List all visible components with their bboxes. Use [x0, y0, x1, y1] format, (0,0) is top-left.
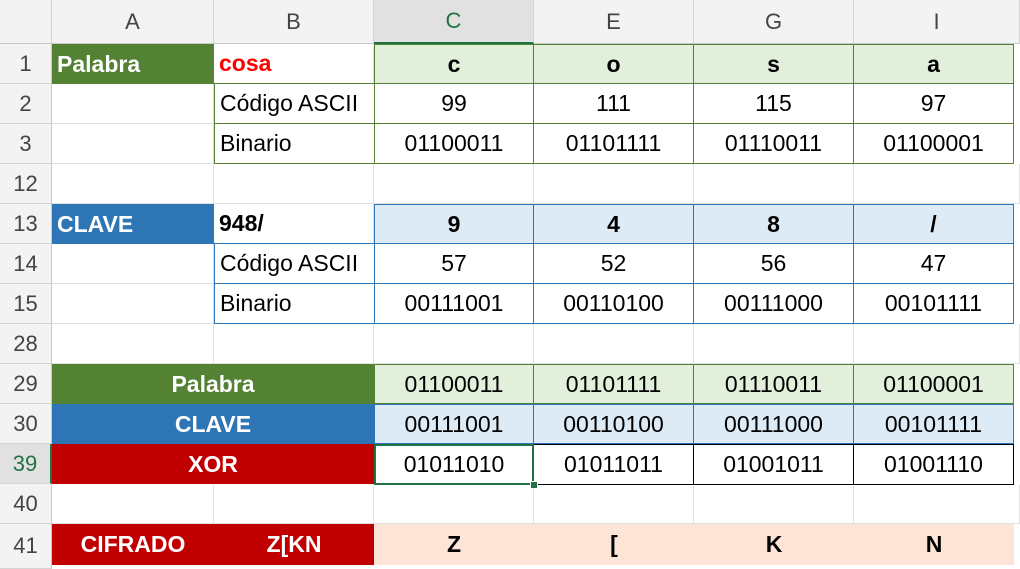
clave-letter-cell[interactable]: 8: [693, 204, 854, 244]
row-header-15[interactable]: 15: [0, 284, 52, 324]
xor-clave-binary-cell[interactable]: 00101111: [853, 404, 1014, 444]
empty-cell[interactable]: [534, 164, 694, 204]
xor-clave-binary-cell[interactable]: 00110100: [533, 404, 694, 444]
cifrado-letter-cell[interactable]: [: [534, 524, 694, 565]
clave-binary-cell[interactable]: 00110100: [533, 283, 694, 324]
clave-binary-cell[interactable]: 00111001: [374, 283, 534, 324]
empty-cell[interactable]: [52, 124, 214, 164]
column-header-e[interactable]: E: [534, 0, 694, 44]
row-header-39[interactable]: 39: [0, 444, 52, 484]
xor-palabra-binary-cell[interactable]: 01100001: [853, 364, 1014, 404]
row-header-41[interactable]: 41: [0, 524, 52, 569]
row-header-14[interactable]: 14: [0, 244, 52, 284]
row-header-12[interactable]: 12: [0, 164, 52, 204]
empty-cell[interactable]: [52, 244, 214, 284]
palabra-binary-cell[interactable]: 01101111: [533, 123, 694, 164]
xor-palabra-label-cell[interactable]: Palabra: [52, 364, 374, 404]
palabra-binary-label-cell[interactable]: Binario: [214, 123, 375, 164]
empty-cell[interactable]: [854, 324, 1020, 364]
clave-binary-label-cell[interactable]: Binario: [214, 283, 375, 324]
xor-label-cell[interactable]: XOR: [52, 444, 374, 484]
cifrado-letter-cell[interactable]: Z: [374, 524, 534, 565]
clave-ascii-cell[interactable]: 47: [853, 243, 1014, 284]
empty-cell[interactable]: [374, 164, 534, 204]
empty-cell[interactable]: [52, 284, 214, 324]
row-header-30[interactable]: 30: [0, 404, 52, 444]
empty-cell[interactable]: [374, 324, 534, 364]
palabra-binary-cell[interactable]: 01100001: [853, 123, 1014, 164]
clave-ascii-cell[interactable]: 56: [693, 243, 854, 284]
palabra-binary-cell[interactable]: 01110011: [693, 123, 854, 164]
row-header-28[interactable]: 28: [0, 324, 52, 364]
cifrado-word-cell[interactable]: Z[KN: [214, 524, 374, 565]
palabra-label-cell[interactable]: Palabra: [52, 44, 214, 84]
palabra-ascii-label-cell[interactable]: Código ASCII: [214, 83, 375, 124]
column-header-c[interactable]: C: [374, 0, 534, 44]
column-header-i[interactable]: I: [854, 0, 1020, 44]
clave-label-cell[interactable]: CLAVE: [52, 204, 214, 244]
palabra-ascii-cell[interactable]: 115: [693, 83, 854, 124]
palabra-ascii-cell[interactable]: 99: [374, 83, 534, 124]
palabra-letter-cell[interactable]: c: [374, 44, 534, 84]
empty-cell[interactable]: [214, 164, 374, 204]
empty-cell[interactable]: [52, 84, 214, 124]
palabra-binary-cell[interactable]: 01100011: [374, 123, 534, 164]
clave-letter-cell[interactable]: 4: [533, 204, 694, 244]
palabra-ascii-cell[interactable]: 111: [533, 83, 694, 124]
row-header-1[interactable]: 1: [0, 44, 52, 84]
empty-cell[interactable]: [694, 485, 854, 524]
empty-cell[interactable]: [374, 485, 534, 524]
xor-result-cell[interactable]: 01001110: [853, 444, 1014, 485]
column-header-g[interactable]: G: [694, 0, 854, 44]
xor-clave-label-cell[interactable]: CLAVE: [52, 404, 374, 444]
clave-word-cell[interactable]: 948/: [214, 204, 374, 244]
empty-cell[interactable]: [534, 324, 694, 364]
clave-binary-cell[interactable]: 00101111: [853, 283, 1014, 324]
palabra-ascii-cell[interactable]: 97: [853, 83, 1014, 124]
empty-cell[interactable]: [52, 164, 214, 204]
empty-cell[interactable]: [214, 324, 374, 364]
xor-result-cell-selected[interactable]: 01011010: [374, 444, 534, 485]
cifrado-letter-cell[interactable]: N: [854, 524, 1014, 565]
palabra-letter-cell[interactable]: a: [853, 44, 1014, 84]
xor-clave-binary-cell[interactable]: 00111000: [693, 404, 854, 444]
empty-cell[interactable]: [854, 485, 1020, 524]
clave-ascii-cell[interactable]: 52: [533, 243, 694, 284]
row-header-29[interactable]: 29: [0, 364, 52, 404]
column-header-b[interactable]: B: [214, 0, 374, 44]
empty-cell[interactable]: [214, 485, 374, 524]
xor-palabra-binary-cell[interactable]: 01100011: [374, 364, 534, 404]
clave-letter-cell[interactable]: 9: [374, 204, 534, 244]
row-header-13[interactable]: 13: [0, 204, 52, 244]
column-header-a[interactable]: A: [52, 0, 214, 44]
xor-palabra-binary-cell[interactable]: 01110011: [693, 364, 854, 404]
xor-clave-binary-cell[interactable]: 00111001: [374, 404, 534, 444]
row-header-3[interactable]: 3: [0, 124, 52, 164]
cifrado-label-cell[interactable]: CIFRADO: [52, 524, 214, 565]
palabra-word-cell[interactable]: cosa: [214, 44, 374, 84]
empty-cell[interactable]: [52, 485, 214, 524]
xor-result-cell[interactable]: 01011011: [533, 444, 694, 485]
clave-ascii-cell[interactable]: 57: [374, 243, 534, 284]
empty-cell[interactable]: [694, 324, 854, 364]
clave-binary-cell[interactable]: 00111000: [693, 283, 854, 324]
empty-cell[interactable]: [694, 164, 854, 204]
palabra-letter-cell[interactable]: s: [693, 44, 854, 84]
palabra-letter-cell[interactable]: o: [533, 44, 694, 84]
select-all-corner[interactable]: [0, 0, 52, 44]
empty-cell[interactable]: [52, 324, 214, 364]
fill-handle[interactable]: [530, 481, 538, 489]
empty-cell[interactable]: [534, 485, 694, 524]
row-header-2[interactable]: 2: [0, 84, 52, 124]
clave-letter-cell[interactable]: /: [853, 204, 1014, 244]
empty-cell[interactable]: [854, 164, 1020, 204]
row-header-40[interactable]: 40: [0, 484, 52, 524]
cifrado-letter-cell[interactable]: K: [694, 524, 854, 565]
clave-ascii-label-cell[interactable]: Código ASCII: [214, 243, 375, 284]
xor-result-cell[interactable]: 01001011: [693, 444, 854, 485]
xor-palabra-binary-cell[interactable]: 01101111: [533, 364, 694, 404]
